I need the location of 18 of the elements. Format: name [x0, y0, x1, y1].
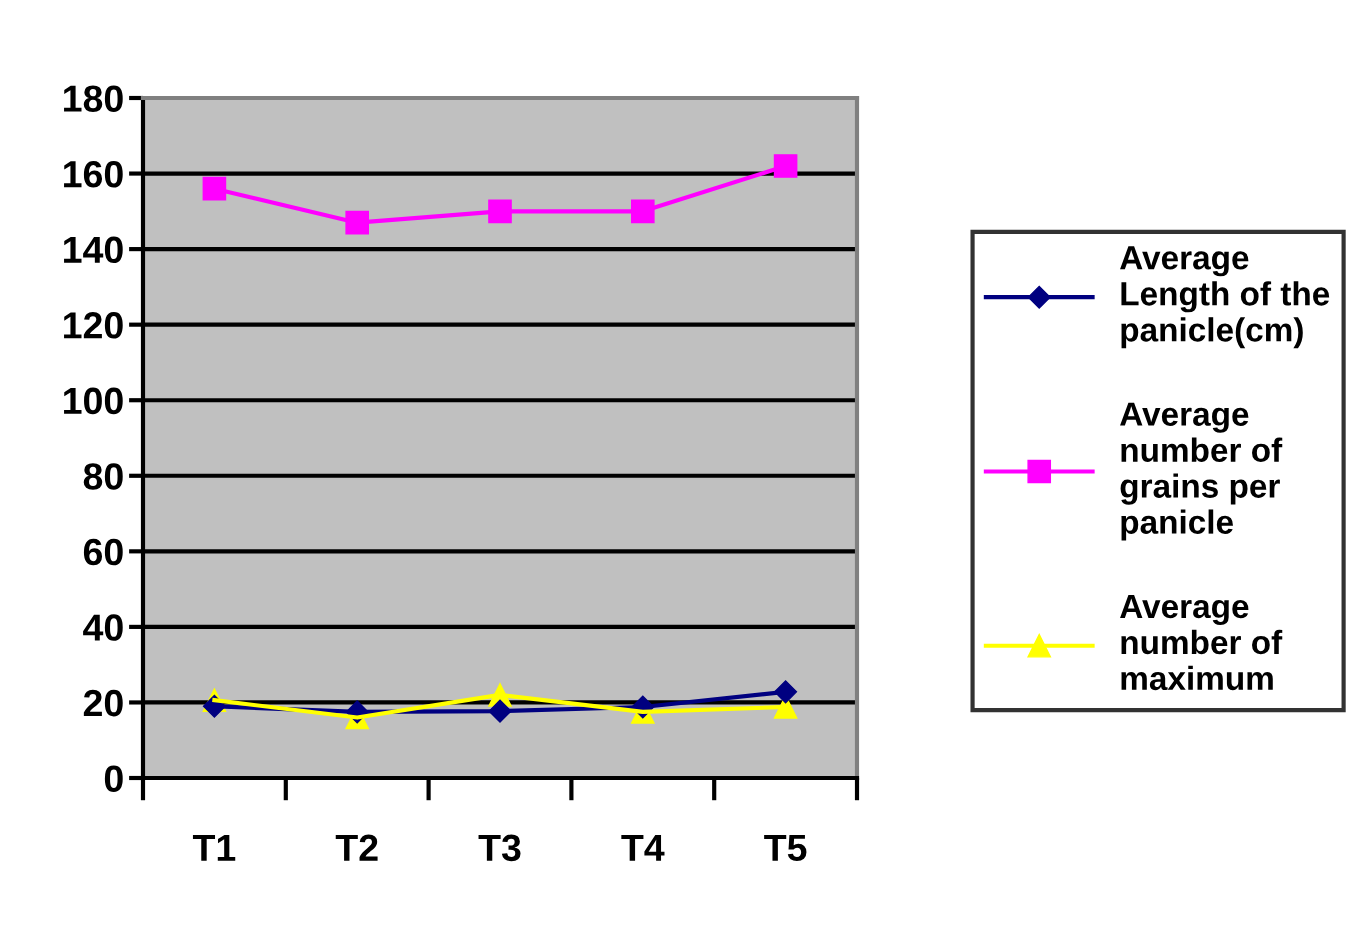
y-tick-label: 180	[64, 85, 123, 112]
y-tick-label: 0	[104, 765, 123, 792]
y-tick-label: 160	[64, 160, 123, 188]
legend-label: Average number of maximum	[1120, 594, 1283, 691]
y-tick-label: 80	[83, 463, 123, 490]
x-tick-label: T4	[621, 834, 665, 861]
x-tick-label: T5	[764, 834, 807, 862]
y-tick-label: 120	[64, 312, 123, 339]
y-tick-label: 140	[64, 236, 123, 264]
y-tick-label: 20	[83, 689, 123, 717]
x-tick-label: T1	[192, 834, 236, 861]
legend-label: Average number of grains per panicle	[1120, 402, 1283, 541]
y-tick-label: 40	[83, 614, 123, 641]
x-tick-label: T3	[478, 834, 521, 862]
legend-label: Average Length of the panicle(cm)	[1120, 246, 1330, 349]
y-tick-label: 100	[64, 387, 123, 415]
x-tick-label: T2	[335, 834, 378, 861]
y-tick-label: 60	[83, 538, 123, 566]
